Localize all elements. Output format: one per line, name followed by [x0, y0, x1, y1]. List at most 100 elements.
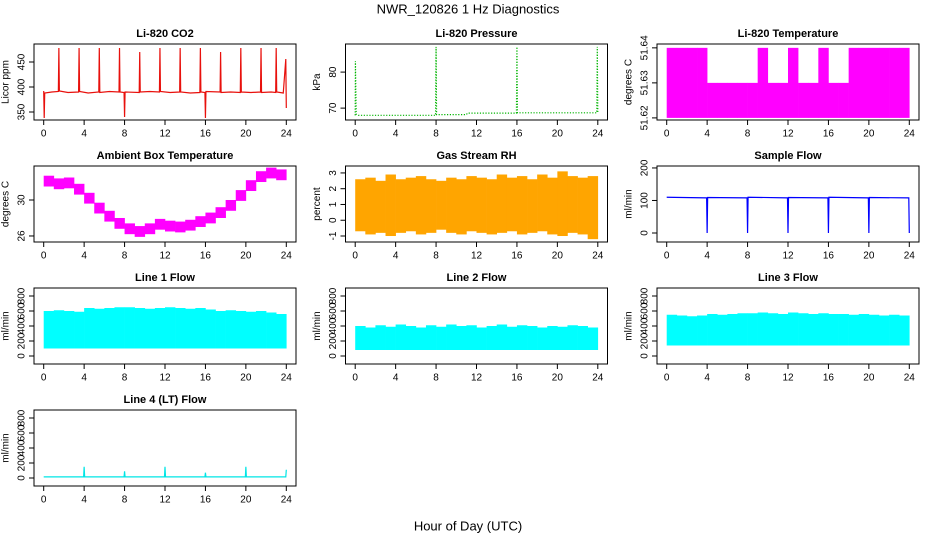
- x-tick-label: 20: [863, 129, 875, 140]
- y-tick-label: 400: [640, 317, 651, 334]
- range-bar: [557, 171, 568, 237]
- range-bar: [74, 311, 85, 349]
- x-axis-label: Hour of Day (UTC): [414, 518, 522, 533]
- x-tick-label: 20: [240, 251, 252, 262]
- range-bar: [527, 179, 538, 233]
- x-tick-label: 0: [352, 373, 358, 384]
- range-bar: [405, 177, 417, 232]
- range-bar: [818, 313, 829, 346]
- range-bar: [707, 82, 718, 118]
- data-line: [43, 47, 287, 119]
- y-axis-label: kPa: [312, 73, 323, 91]
- range-bar: [697, 315, 708, 346]
- panel-title: Li-820 Pressure: [436, 28, 518, 40]
- range-bar: [195, 216, 206, 227]
- x-tick-label: 16: [200, 495, 212, 506]
- range-bar: [777, 314, 789, 346]
- y-tick-label: 400: [17, 439, 28, 456]
- panel-title: Line 3 Flow: [758, 272, 818, 284]
- range-bar: [53, 178, 65, 190]
- panel: Sample Flow ml/min 0 100 200 0 4 8 12 16 20 24: [624, 150, 920, 262]
- y-axis-label: percent: [312, 187, 323, 221]
- x-tick-label: 8: [122, 495, 128, 506]
- marks: [355, 324, 599, 350]
- x-tick-label: 0: [352, 251, 358, 262]
- range-bar: [235, 311, 247, 349]
- range-bar: [868, 314, 880, 346]
- range-bar: [134, 308, 146, 349]
- range-bar: [537, 327, 548, 350]
- range-bar: [466, 176, 477, 232]
- y-tick-label: 51.62: [640, 105, 651, 130]
- range-bar: [868, 47, 880, 118]
- panel-title: Line 2 Flow: [447, 272, 507, 284]
- x-tick-label: 16: [823, 373, 835, 384]
- range-bar: [476, 327, 487, 350]
- range-bar: [245, 180, 257, 192]
- x-tick-label: 4: [393, 251, 399, 262]
- range-bar: [225, 199, 237, 211]
- x-tick-label: 12: [782, 129, 794, 140]
- range-bar: [355, 179, 366, 232]
- x-tick-label: 8: [745, 129, 751, 140]
- range-bar: [537, 174, 548, 232]
- x-tick-label: 4: [393, 129, 399, 140]
- range-bar: [94, 308, 105, 349]
- range-bar: [185, 219, 196, 231]
- x-tick-label: 0: [41, 129, 47, 140]
- x-tick-label: 12: [471, 129, 483, 140]
- x-tick-label: 16: [200, 129, 212, 140]
- x-tick-label: 8: [433, 373, 439, 384]
- range-bar: [415, 176, 427, 235]
- range-bar: [385, 174, 396, 237]
- x-tick-label: 24: [904, 129, 916, 140]
- x-tick-label: 24: [592, 251, 604, 262]
- range-bar: [547, 177, 558, 235]
- marks: [666, 47, 910, 118]
- range-bar: [276, 169, 287, 181]
- x-tick-label: 12: [159, 495, 171, 506]
- range-bar: [466, 325, 477, 350]
- panel-title: Line 4 (LT) Flow: [124, 394, 207, 406]
- x-tick-label: 12: [471, 373, 483, 384]
- y-axis-label: degrees C: [1, 181, 12, 227]
- x-tick-label: 20: [240, 129, 252, 140]
- range-bar: [446, 177, 457, 233]
- range-bar: [74, 183, 85, 195]
- x-tick-label: 0: [664, 251, 670, 262]
- panel: Li-820 Pressure kPa 70 80 0 4 8 12 16 20 24: [312, 28, 608, 140]
- range-bar: [686, 316, 698, 346]
- range-bar: [506, 177, 518, 232]
- range-bar: [727, 314, 738, 346]
- y-tick-label: 800: [17, 287, 28, 304]
- range-bar: [899, 315, 910, 346]
- panel-title: Li-820 CO2: [136, 28, 193, 40]
- y-tick-label: 3: [328, 170, 339, 176]
- range-bar: [858, 314, 870, 346]
- range-bar: [808, 82, 819, 118]
- y-tick-label: 200: [640, 332, 651, 349]
- x-tick-label: 16: [200, 251, 212, 262]
- range-bar: [828, 314, 839, 346]
- panel: Li-820 CO2 Licor ppm 350 400 450 0 4 8 12 16 20 24: [1, 28, 297, 140]
- range-bar: [828, 82, 839, 118]
- range-bar: [436, 180, 447, 230]
- y-tick-label: 200: [328, 332, 339, 349]
- range-bar: [425, 179, 437, 233]
- range-bar: [547, 326, 558, 350]
- x-tick-label: 12: [782, 251, 794, 262]
- y-axis-label: ml/min: [1, 433, 12, 462]
- marks: [43, 307, 287, 349]
- range-bar: [43, 175, 55, 187]
- range-bar: [144, 223, 156, 235]
- range-bar: [848, 314, 860, 346]
- x-tick-label: 4: [81, 495, 87, 506]
- x-tick-label: 16: [823, 129, 835, 140]
- range-bar: [104, 210, 115, 222]
- y-tick-label: 0: [640, 230, 651, 236]
- range-bar: [697, 47, 708, 118]
- y-tick-label: 600: [17, 302, 28, 319]
- y-tick-label: 51.64: [640, 35, 651, 60]
- y-tick-label: 600: [640, 302, 651, 319]
